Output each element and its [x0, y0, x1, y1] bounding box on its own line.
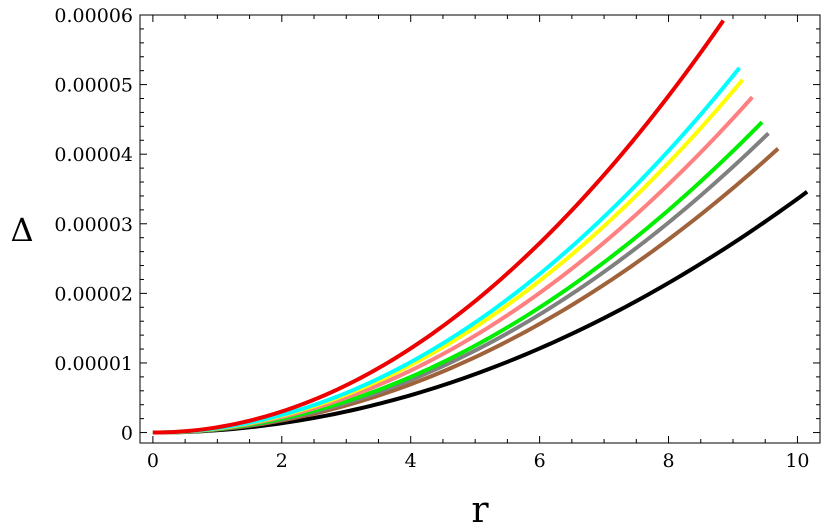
series-line-3	[152, 120, 764, 435]
y-tick-label: 0.00003	[54, 214, 133, 236]
x-tick-label: 8	[662, 450, 674, 472]
y-tick-label: 0.00005	[54, 75, 133, 97]
series-layer	[152, 19, 809, 435]
y-tick-label: 0	[121, 423, 133, 445]
y-tick-label: 0.00001	[54, 353, 133, 375]
series-line-7	[152, 19, 725, 435]
x-axis-label: r	[471, 490, 489, 531]
series-line-5	[152, 78, 745, 435]
y-tick-label: 0.00004	[54, 144, 133, 166]
y-tick-label: 0.00002	[54, 283, 133, 305]
x-tick-label: 4	[405, 450, 417, 472]
y-axis-label: Δ	[10, 211, 33, 249]
plot-frame	[139, 14, 821, 444]
ticks-layer: 0 2 4 6 8 10 0 0.00001 0.00002 0.00003 0.00004 0.00…	[54, 5, 820, 472]
x-tick-label: 0	[147, 450, 159, 472]
x-tick-label: 6	[534, 450, 546, 472]
x-tick-label: 2	[276, 450, 288, 472]
y-tick-label: 0.00006	[54, 5, 133, 27]
x-tick-label: 10	[785, 450, 809, 472]
series-line-0	[152, 190, 809, 435]
series-line-1	[152, 147, 780, 435]
